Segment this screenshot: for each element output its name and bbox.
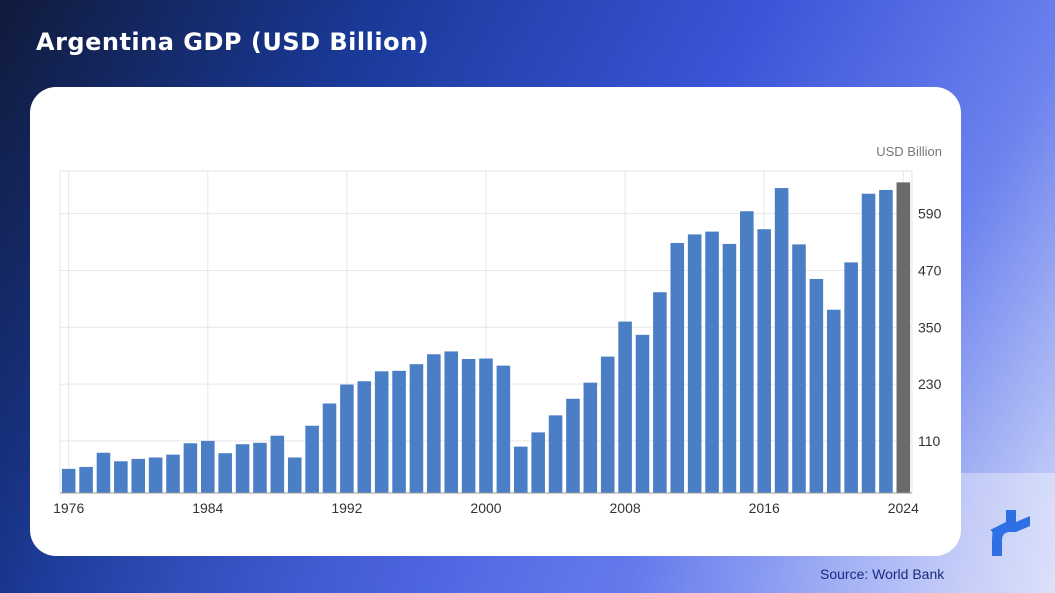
brand-logo-icon (990, 510, 1030, 556)
bar (96, 452, 111, 493)
unit-label: USD Billion (876, 144, 942, 159)
bar (253, 442, 267, 493)
x-tick-label: 1976 (53, 500, 84, 516)
bar (740, 211, 754, 493)
x-tick-label: 1984 (192, 500, 223, 516)
x-tick-label: 2016 (749, 500, 780, 516)
bar (618, 321, 632, 493)
bar (374, 371, 389, 493)
bar (844, 262, 858, 493)
bar (183, 443, 198, 493)
bar (166, 454, 180, 493)
bar (826, 309, 841, 493)
bar (513, 446, 528, 493)
bar (705, 231, 719, 494)
bar (444, 351, 459, 493)
y-tick-label: 590 (918, 206, 942, 222)
chart-card: 110 230 350 470 590 1976 1984 1992 2000 2008 2016 2… (30, 87, 961, 556)
y-tick-label: 230 (918, 376, 942, 392)
bar (270, 435, 285, 493)
bar (861, 193, 876, 493)
bar (653, 292, 667, 493)
bar (357, 381, 372, 493)
bar (79, 466, 93, 493)
bar (461, 358, 476, 493)
bar (148, 457, 163, 493)
bar (687, 234, 702, 493)
bar (201, 440, 215, 493)
bar (392, 370, 406, 493)
x-tick-label: 2024 (888, 500, 919, 516)
y-tick-label: 110 (918, 433, 941, 449)
bar (287, 457, 302, 493)
bar (600, 356, 615, 493)
bar-chart: 110 230 350 470 590 1976 1984 1992 2000 2008 2016 2… (53, 144, 942, 516)
bar (479, 358, 493, 493)
y-tick-label: 350 (918, 319, 942, 335)
bar-latest (896, 182, 911, 493)
page-title: Argentina GDP (USD Billion) (36, 28, 430, 56)
bar (566, 398, 580, 493)
bar (879, 189, 893, 494)
bar (583, 382, 598, 493)
x-tick-label: 2000 (470, 500, 501, 516)
bar (322, 403, 337, 493)
bar (61, 468, 76, 493)
bar (635, 334, 650, 493)
bar (496, 365, 511, 493)
bar (340, 384, 354, 493)
x-tick-label: 2008 (610, 500, 641, 516)
y-tick-label: 470 (918, 262, 942, 278)
bar (548, 415, 563, 493)
bar (809, 278, 824, 493)
bar (757, 229, 771, 493)
bar (774, 188, 789, 493)
bar (409, 364, 424, 493)
bar (722, 243, 737, 493)
bar (792, 244, 806, 493)
bar (305, 425, 319, 493)
x-tick-label: 1992 (331, 500, 362, 516)
bar (531, 432, 545, 493)
bar (670, 242, 685, 493)
bar (114, 461, 128, 493)
bar (235, 444, 250, 493)
bar (427, 354, 441, 493)
bar (218, 453, 232, 493)
bar (131, 458, 146, 493)
source-note: Source: World Bank (820, 566, 945, 582)
